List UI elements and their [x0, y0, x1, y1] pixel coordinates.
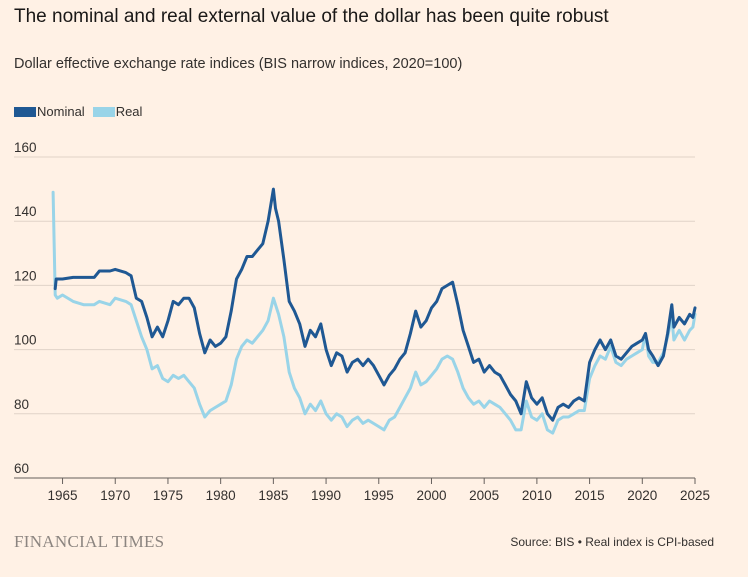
y-tick-label: 160	[14, 140, 37, 155]
series-line-real	[51, 190, 697, 435]
x-tick-label: 2000	[416, 488, 446, 503]
x-tick-label: 1985	[258, 488, 288, 503]
x-tick-label: 2025	[680, 488, 710, 503]
y-tick-label: 120	[14, 268, 37, 283]
series-lines	[51, 187, 697, 435]
x-axis: 1965 1970 1975 1980 1985 1990 1995 2000 2005 2010…	[48, 478, 710, 503]
legend-swatch-real	[92, 106, 115, 117]
legend-item-nominal: Nominal	[14, 104, 85, 119]
y-tick-label: 60	[14, 461, 29, 476]
y-tick-label: 100	[14, 333, 37, 348]
x-tick-label: 2020	[627, 488, 657, 503]
x-tick-label: 1995	[364, 488, 394, 503]
legend-label-nominal: Nominal	[37, 104, 85, 119]
x-tick-label: 1975	[153, 488, 183, 503]
y-tick-label: 140	[14, 204, 37, 219]
ft-logo: FINANCIAL TIMES	[14, 532, 165, 551]
legend-item-real: Real	[92, 104, 143, 119]
x-tick-label: 1990	[311, 488, 341, 503]
y-axis-labels: 60 80 100 120 140 160	[14, 140, 37, 476]
x-tick-label: 2015	[575, 488, 605, 503]
x-tick-label: 2010	[522, 488, 552, 503]
chart-subtitle: Dollar effective exchange rate indices (…	[14, 56, 463, 72]
legend-label-real: Real	[115, 104, 143, 119]
series-line-nominal	[53, 187, 697, 422]
y-tick-label: 80	[14, 397, 29, 412]
source-note: Source: BIS • Real index is CPI-based	[510, 535, 714, 549]
x-tick-label: 1970	[100, 488, 130, 503]
chart-title: The nominal and real external value of t…	[14, 6, 609, 27]
x-tick-label: 1965	[48, 488, 78, 503]
x-tick-label: 1980	[206, 488, 236, 503]
x-tick-label: 2005	[469, 488, 499, 503]
gridlines	[14, 156, 695, 479]
legend: Nominal Real	[14, 104, 150, 119]
legend-swatch-nominal	[14, 106, 36, 117]
